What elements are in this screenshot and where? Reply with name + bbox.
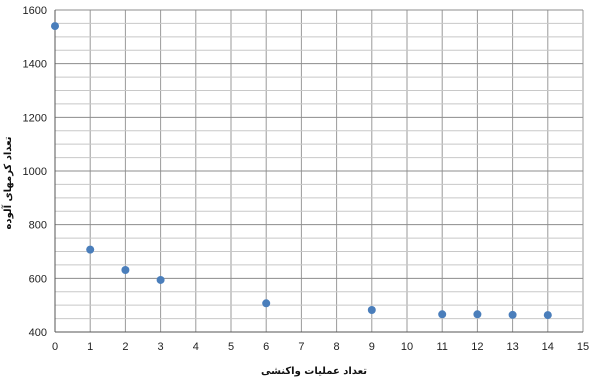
y-axis-title: تعداد کرمهای آلوده [1,136,14,229]
x-tick-label: 0 [52,341,58,353]
x-tick-label: 6 [263,341,269,353]
y-tick-label: 1600 [23,5,47,17]
y-tick-label: 600 [29,273,47,285]
y-tick-label: 400 [29,327,47,339]
x-tick-label: 15 [577,341,589,353]
x-tick-label: 7 [298,341,304,353]
data-point [51,22,59,31]
data-point [473,310,482,319]
data-point [438,310,447,319]
x-axis-ticks: 0 1 2 3 4 5 6 7 8 9 10 11 12 13 14 15 [52,341,589,353]
x-tick-label: 8 [334,341,340,353]
y-tick-label: 1200 [23,112,47,124]
y-tick-label: 1400 [23,59,47,71]
data-point [367,305,376,314]
x-tick-label: 5 [228,341,234,353]
y-axis-ticks: 400 600 800 1000 1200 1400 1600 [23,5,47,339]
x-tick-label: 14 [542,341,554,353]
y-tick-label: 1000 [23,166,47,178]
x-tick-label: 9 [369,341,375,353]
data-point [86,245,95,254]
x-tick-label: 13 [506,341,518,353]
data-point [508,310,517,319]
x-tick-label: 1 [87,341,93,353]
data-point [262,299,271,308]
x-tick-label: 11 [436,341,447,353]
x-tick-label: 2 [122,341,128,353]
x-tick-label: 12 [471,341,483,353]
data-point [156,275,165,284]
x-axis-title: تعداد عملیات واکنشی [261,366,367,377]
data-point [121,266,130,275]
x-tick-label: 3 [158,341,164,353]
data-point [543,311,552,320]
data-points [51,22,552,320]
x-tick-label: 4 [193,341,199,353]
y-tick-label: 800 [29,220,47,232]
axes [54,10,583,333]
grid-lines [54,9,584,333]
x-tick-label: 10 [401,341,413,353]
